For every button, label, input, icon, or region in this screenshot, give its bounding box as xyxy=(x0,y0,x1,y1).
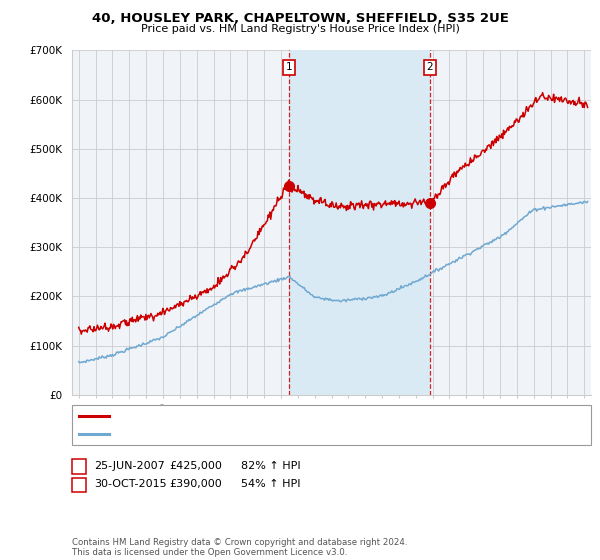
Text: HPI: Average price, detached house, Sheffield: HPI: Average price, detached house, Shef… xyxy=(114,429,353,439)
Text: 2: 2 xyxy=(427,63,433,72)
Text: 54% ↑ HPI: 54% ↑ HPI xyxy=(241,479,301,489)
Text: Contains HM Land Registry data © Crown copyright and database right 2024.
This d: Contains HM Land Registry data © Crown c… xyxy=(72,538,407,557)
Text: 30-OCT-2015: 30-OCT-2015 xyxy=(94,479,167,489)
Text: 40, HOUSLEY PARK, CHAPELTOWN, SHEFFIELD, S35 2UE (detached house): 40, HOUSLEY PARK, CHAPELTOWN, SHEFFIELD,… xyxy=(114,411,499,421)
Text: 1: 1 xyxy=(286,63,292,72)
Text: Price paid vs. HM Land Registry's House Price Index (HPI): Price paid vs. HM Land Registry's House … xyxy=(140,24,460,34)
Text: 2: 2 xyxy=(76,479,83,489)
Text: 1: 1 xyxy=(76,461,83,471)
Text: 25-JUN-2007: 25-JUN-2007 xyxy=(94,461,165,471)
Text: 82% ↑ HPI: 82% ↑ HPI xyxy=(241,461,301,471)
Text: £425,000: £425,000 xyxy=(169,461,222,471)
Bar xyxy=(289,50,430,395)
Text: 40, HOUSLEY PARK, CHAPELTOWN, SHEFFIELD, S35 2UE: 40, HOUSLEY PARK, CHAPELTOWN, SHEFFIELD,… xyxy=(92,12,508,25)
Text: £390,000: £390,000 xyxy=(169,479,222,489)
